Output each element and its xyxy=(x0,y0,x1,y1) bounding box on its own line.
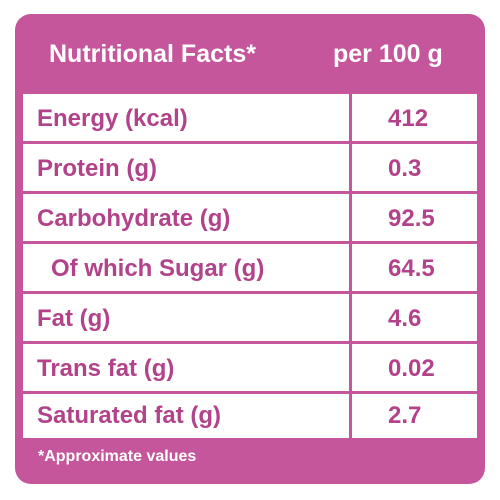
table-row-energy: Energy (kcal) 412 xyxy=(23,94,477,141)
nutrient-name: Saturated fat (g) xyxy=(37,402,222,429)
nutrient-name: Of which Sugar (g) xyxy=(51,255,265,282)
row-divider xyxy=(23,241,477,244)
nutrient-value: 4.6 xyxy=(388,305,422,332)
nutrition-table: Energy (kcal) 412 Protein (g) 0.3 Carboh… xyxy=(23,94,477,438)
table-row-saturated-fat: Saturated fat (g) 2.7 xyxy=(23,391,477,438)
nutrient-value: 412 xyxy=(388,105,429,132)
nutrient-name: Carbohydrate (g) xyxy=(37,205,231,232)
nutrient-value: 92.5 xyxy=(388,205,435,232)
row-divider xyxy=(23,191,477,194)
nutrient-value: 2.7 xyxy=(388,402,422,429)
table-row-sugar: Of which Sugar (g) 64.5 xyxy=(23,244,477,291)
nutrient-value: 64.5 xyxy=(388,255,435,282)
nutrient-value: 0.02 xyxy=(388,355,435,382)
row-divider xyxy=(23,391,477,394)
table-row-trans-fat: Trans fat (g) 0.02 xyxy=(23,344,477,391)
nutrition-facts-panel: Nutritional Facts* per 100 g Energy (kca… xyxy=(15,14,485,484)
table-row-fat: Fat (g) 4.6 xyxy=(23,294,477,341)
nutrient-name: Protein (g) xyxy=(37,155,157,182)
row-divider xyxy=(23,291,477,294)
footnote: *Approximate values xyxy=(38,448,197,465)
row-divider xyxy=(23,341,477,344)
nutrient-name: Energy (kcal) xyxy=(37,105,188,132)
table-row-carbohydrate: Carbohydrate (g) 92.5 xyxy=(23,194,477,241)
table-header: Nutritional Facts* per 100 g xyxy=(15,14,485,92)
unit-label: per 100 g xyxy=(333,40,443,68)
nutrient-value: 0.3 xyxy=(388,155,422,182)
table-row-protein: Protein (g) 0.3 xyxy=(23,144,477,191)
row-divider xyxy=(23,141,477,144)
table-title: Nutritional Facts* xyxy=(49,40,256,68)
column-divider xyxy=(349,94,352,438)
nutrient-name: Fat (g) xyxy=(37,305,111,332)
nutrient-name: Trans fat (g) xyxy=(37,355,175,382)
